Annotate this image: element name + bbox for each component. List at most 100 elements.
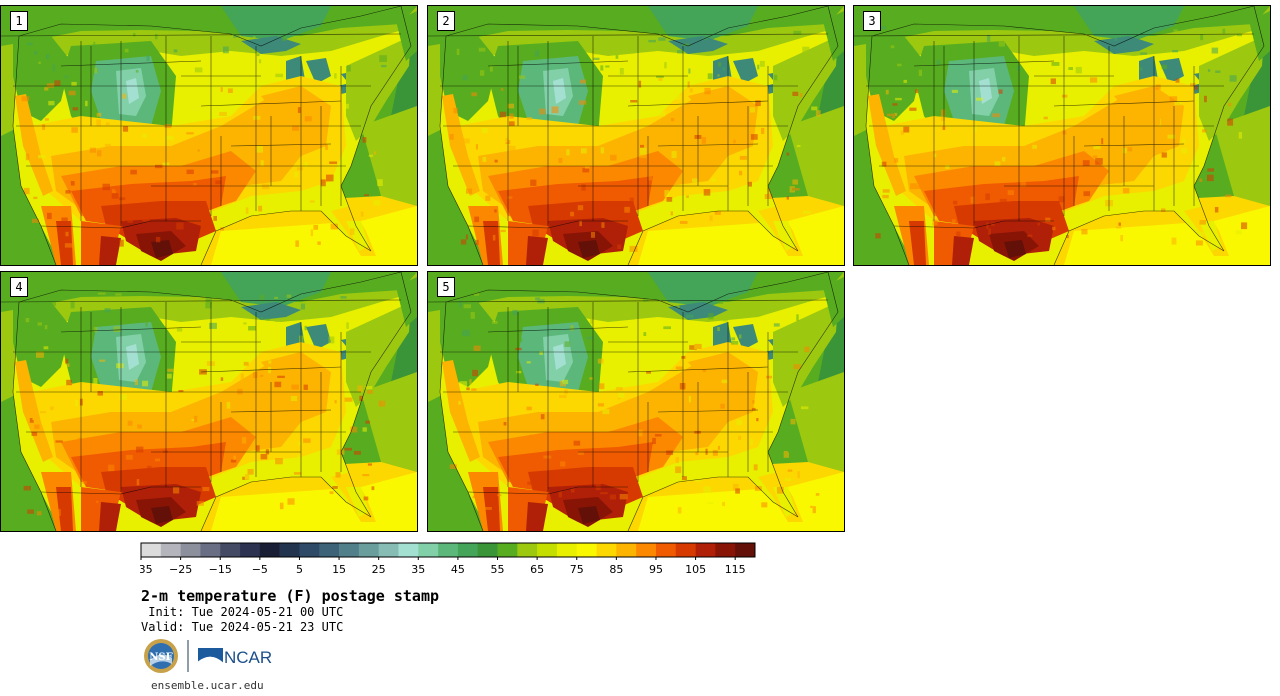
- texture-cell: [40, 411, 46, 414]
- texture-cell: [526, 406, 532, 411]
- texture-cell: [903, 79, 907, 83]
- texture-cell: [1084, 136, 1093, 141]
- texture-cell: [1169, 96, 1178, 102]
- texture-cell: [161, 333, 169, 337]
- texture-cell: [496, 512, 500, 518]
- texture-cell: [1122, 147, 1127, 154]
- texture-cell: [484, 507, 492, 510]
- texture-cell: [335, 472, 341, 478]
- texture-cell: [787, 469, 793, 472]
- texture-cell: [310, 229, 314, 237]
- texture-cell: [610, 154, 617, 161]
- panel-number-label: 5: [437, 277, 455, 297]
- texture-cell: [500, 229, 506, 233]
- texture-cell: [93, 327, 98, 332]
- map-fields: [428, 6, 844, 265]
- texture-cell: [945, 164, 950, 169]
- texture-cell: [788, 330, 792, 337]
- texture-cell: [463, 138, 470, 144]
- texture-cell: [571, 488, 575, 493]
- texture-cell: [222, 46, 229, 54]
- texture-cell: [1092, 155, 1098, 158]
- texture-cell: [676, 305, 680, 309]
- texture-cell: [1051, 62, 1060, 66]
- texture-cell: [602, 409, 610, 415]
- texture-cell: [260, 160, 264, 167]
- texture-cell: [630, 100, 638, 103]
- texture-cell: [248, 326, 256, 331]
- colorbar-tick-label: −5: [252, 563, 268, 576]
- texture-cell: [252, 36, 256, 39]
- temperature-region: [361, 372, 417, 472]
- texture-cell: [738, 435, 742, 440]
- texture-cell: [244, 474, 250, 480]
- border-line: [60, 60, 202, 67]
- colorbar-tick-label: −15: [209, 563, 232, 576]
- texture-cell: [642, 297, 649, 302]
- texture-cell: [295, 240, 299, 247]
- texture-cell: [703, 486, 712, 493]
- texture-cell: [292, 125, 299, 131]
- texture-cell: [582, 167, 590, 173]
- texture-cell: [545, 418, 549, 425]
- texture-cell: [558, 491, 562, 498]
- colorbar-bin: [240, 543, 261, 557]
- texture-cell: [686, 314, 694, 318]
- texture-cell: [42, 124, 46, 130]
- texture-cell: [1025, 43, 1029, 50]
- texture-cell: [1222, 28, 1226, 34]
- texture-cell: [275, 458, 283, 465]
- texture-cell: [1211, 47, 1219, 54]
- state-borders: [428, 272, 839, 531]
- border-line: [428, 33, 829, 37]
- temperature-region: [823, 11, 844, 61]
- texture-cell: [881, 161, 887, 167]
- texture-cell: [1171, 237, 1177, 245]
- texture-cell: [71, 81, 77, 86]
- texture-cell: [146, 55, 150, 61]
- texture-cell: [135, 32, 138, 35]
- temperature-region: [15, 94, 53, 196]
- texture-cell: [1190, 83, 1196, 87]
- texture-cell: [707, 502, 713, 505]
- texture-cell: [54, 509, 61, 516]
- texture-cell: [473, 345, 481, 351]
- texture-cell: [1081, 229, 1088, 235]
- texture-cell: [193, 183, 197, 186]
- temperature-map: [854, 6, 1270, 265]
- texture-cell: [72, 107, 79, 111]
- texture-cell: [136, 479, 140, 486]
- border-line: [200, 366, 342, 373]
- temperature-region: [440, 36, 498, 121]
- texture-cell: [162, 450, 168, 453]
- texture-cell: [325, 144, 328, 150]
- border-line: [230, 143, 332, 147]
- texture-cell: [689, 345, 697, 350]
- texture-cell: [581, 148, 587, 154]
- temperature-region: [773, 302, 838, 407]
- texture-cell: [754, 486, 762, 491]
- texture-cell: [1093, 145, 1101, 150]
- border-line: [439, 301, 484, 531]
- texture-cell: [579, 79, 587, 84]
- texture-cell: [89, 147, 97, 153]
- texture-cell: [205, 297, 212, 304]
- texture-cell: [539, 351, 543, 355]
- texture-cell: [1043, 116, 1048, 120]
- colorbar-tick-label: 55: [491, 563, 505, 576]
- texture-cell: [722, 67, 726, 71]
- texture-cell: [1086, 175, 1091, 179]
- texture-cell: [659, 111, 666, 117]
- border-line: [18, 6, 402, 47]
- postage-stamp-panel-5: 5: [427, 271, 845, 532]
- texture-cell: [707, 73, 713, 80]
- border-line: [12, 301, 57, 531]
- texture-cell: [786, 152, 790, 156]
- colorbar-bin: [517, 543, 538, 557]
- texture-cell: [119, 239, 124, 247]
- texture-cell: [1139, 67, 1143, 71]
- texture-cell: [226, 402, 231, 409]
- texture-cell: [894, 158, 899, 163]
- texture-cell: [155, 164, 163, 169]
- texture-cell: [695, 413, 698, 417]
